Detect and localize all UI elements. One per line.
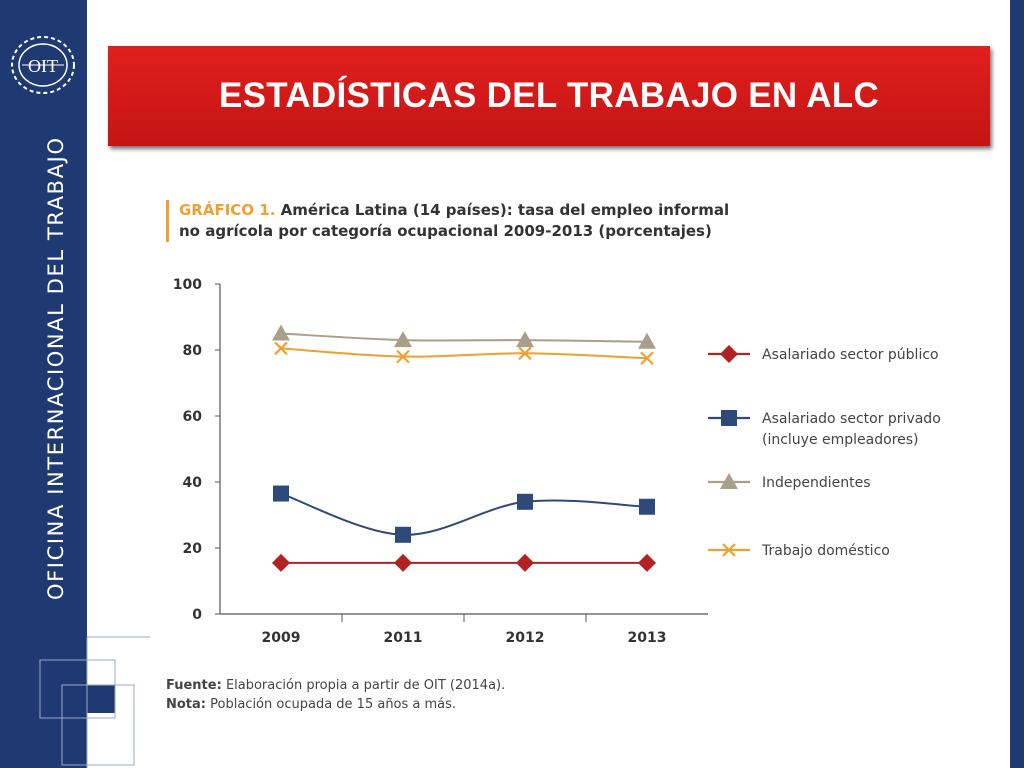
legend-label: (incluye empleadores)	[762, 432, 919, 448]
x-tick-label: 2011	[384, 630, 423, 646]
y-tick-label: 100	[173, 277, 202, 293]
series-line	[280, 347, 648, 360]
data-point	[516, 331, 534, 348]
data-point	[394, 331, 412, 348]
data-point	[394, 553, 412, 572]
data-point	[640, 351, 654, 366]
oit-logo-icon: OIT	[11, 36, 75, 94]
page-title: ESTADÍSTICAS DEL TRABAJO EN ALC	[218, 76, 880, 115]
chart-heading-line2: no agrícola por categoría ocupacional 20…	[179, 222, 712, 240]
legend-marker	[720, 345, 738, 363]
y-tick-label: 20	[183, 541, 203, 557]
data-point	[517, 493, 533, 510]
footnotes: Fuente: Elaboración propia a partir de O…	[166, 676, 505, 714]
sidebar: OIT OFICINA INTERNACIONAL DEL TRABAJO	[0, 0, 87, 768]
legend-label: Trabajo doméstico	[761, 543, 890, 559]
source-label: Fuente:	[166, 678, 222, 693]
logo-text: OIT	[28, 56, 58, 76]
right-border-strip	[1010, 0, 1024, 768]
data-point	[639, 498, 655, 515]
data-point	[274, 341, 288, 356]
data-point	[273, 485, 289, 502]
data-point	[516, 553, 534, 572]
chart-heading-label: GRÁFICO 1.	[179, 201, 276, 219]
x-tick-label: 2009	[262, 630, 301, 646]
data-point	[518, 346, 532, 361]
x-tick-label: 2013	[628, 630, 667, 646]
legend-label: Asalariado sector privado	[762, 411, 941, 427]
data-point	[395, 526, 411, 543]
data-point	[272, 324, 290, 341]
data-point	[396, 349, 410, 364]
organization-name: OFICINA INTERNACIONAL DEL TRABAJO	[44, 136, 68, 600]
y-tick-label: 80	[183, 343, 203, 359]
data-point	[638, 332, 656, 349]
data-point	[638, 553, 656, 572]
source-text: Elaboración propia a partir de OIT (2014…	[225, 678, 506, 693]
y-tick-label: 40	[183, 475, 203, 491]
y-tick-label: 60	[183, 409, 203, 425]
decorative-squares	[39, 636, 150, 768]
x-tick-label: 2012	[506, 630, 545, 646]
title-banner: ESTADÍSTICAS DEL TRABAJO EN ALC	[108, 46, 990, 146]
y-tick-label: 0	[192, 607, 202, 623]
line-chart: 0 20 40 60 80 100 2009 2011 2012 2013 Asalariado s…	[173, 277, 941, 646]
legend-label: Asalariado sector público	[762, 347, 939, 363]
legend-marker	[722, 543, 736, 557]
chart-heading: GRÁFICO 1. América Latina (14 países): t…	[166, 200, 759, 242]
series-line	[280, 492, 648, 536]
series-line	[280, 332, 648, 343]
legend-marker	[720, 473, 738, 489]
note-text: Población ocupada de 15 años a más.	[210, 697, 457, 712]
legend-label: Independientes	[762, 475, 871, 491]
data-point	[272, 553, 290, 572]
legend-marker	[721, 410, 737, 426]
note-label: Nota:	[166, 697, 206, 712]
chart-heading-line1: América Latina (14 países): tasa del emp…	[280, 201, 730, 219]
